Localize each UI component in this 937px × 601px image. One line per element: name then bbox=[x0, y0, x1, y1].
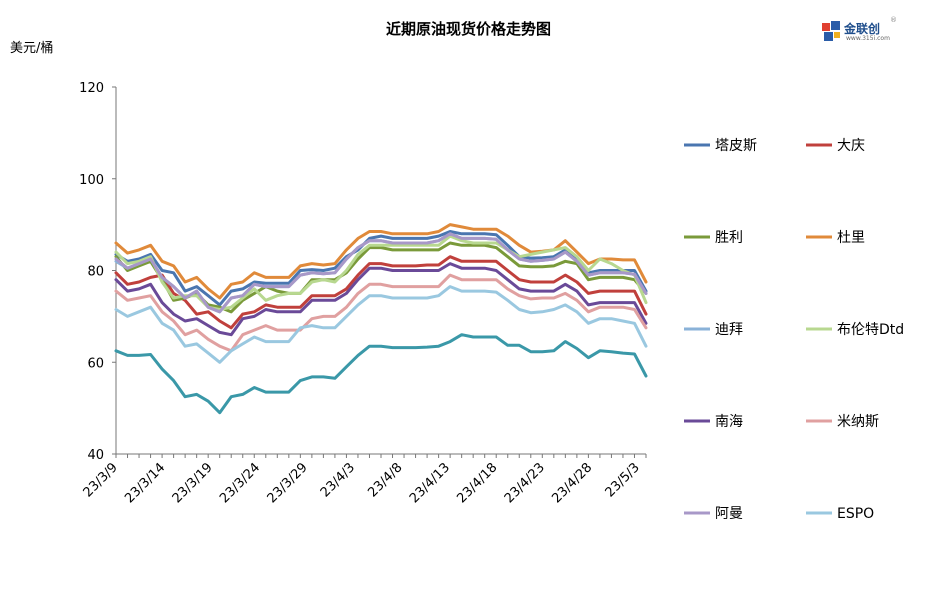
y-tick-label: 40 bbox=[87, 448, 104, 463]
x-tick-label: 23/3/24 bbox=[217, 460, 263, 506]
x-tick-label: 23/3/9 bbox=[81, 460, 121, 500]
x-tick-label: 23/4/13 bbox=[407, 460, 453, 506]
y-tick-label: 100 bbox=[79, 173, 104, 188]
brand-name: 金联创 bbox=[844, 22, 881, 36]
legend-label: 大庆 bbox=[837, 138, 865, 154]
chart-title: 近期原油现货价格走势图 bbox=[385, 20, 551, 38]
legend-label: 胜利 bbox=[715, 230, 743, 246]
x-tick-label: 23/3/29 bbox=[265, 460, 311, 506]
x-tick-label: 23/4/3 bbox=[318, 460, 358, 500]
series-line-7 bbox=[114, 273, 648, 353]
legend-label: ESPO bbox=[837, 506, 874, 522]
series-line-9 bbox=[114, 285, 648, 364]
series-line-6 bbox=[114, 262, 648, 337]
y-tick-label: 60 bbox=[87, 356, 104, 371]
x-tick-label: 23/4/8 bbox=[365, 460, 405, 500]
legend-label: 迪拜 bbox=[715, 322, 743, 338]
y-tick-label: 120 bbox=[79, 81, 104, 96]
series-line-3 bbox=[114, 223, 648, 300]
legend-label: 米纳斯 bbox=[837, 414, 879, 430]
x-tick-label: 23/5/3 bbox=[603, 460, 643, 500]
y-axis-unit-label: 美元/桶 bbox=[10, 41, 54, 56]
series-line-8 bbox=[114, 232, 648, 314]
x-tick-label: 23/4/18 bbox=[454, 460, 500, 506]
x-tick-label: 23/4/23 bbox=[502, 460, 548, 506]
brand-url: www.315i.com bbox=[846, 35, 890, 42]
x-tick-label: 23/4/28 bbox=[549, 460, 595, 506]
brand-registered-mark: ® bbox=[890, 16, 897, 24]
series-line-1 bbox=[114, 255, 648, 330]
series-line-10 bbox=[114, 333, 648, 415]
x-tick-label: 23/3/14 bbox=[122, 460, 168, 506]
chart-series bbox=[114, 223, 648, 415]
legend-label: 南海 bbox=[715, 414, 743, 430]
brand-logo-icon bbox=[822, 21, 840, 41]
y-tick-label: 80 bbox=[87, 265, 104, 280]
legend-label: 杜里 bbox=[837, 230, 865, 246]
legend-label: 阿曼 bbox=[715, 506, 743, 522]
legend-label: 布伦特Dtd bbox=[837, 322, 904, 338]
brand-logo: 金联创 www.315i.com ® bbox=[822, 16, 900, 46]
x-tick-label: 23/3/19 bbox=[170, 460, 216, 506]
series-line-0 bbox=[114, 230, 648, 307]
legend-label: 塔皮斯 bbox=[715, 138, 757, 154]
